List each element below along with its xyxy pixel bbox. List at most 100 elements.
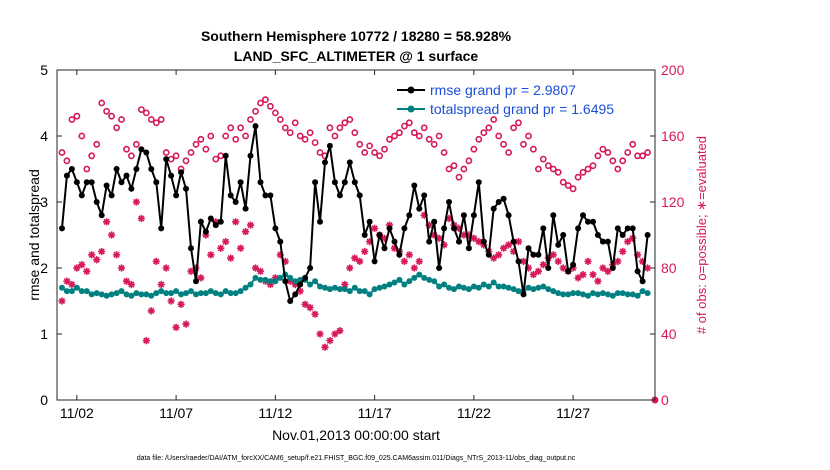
- totalspread-point: [446, 284, 452, 291]
- rmse-point: [346, 159, 353, 166]
- series-evaluated: [58, 198, 659, 404]
- evaluated-point: [237, 244, 245, 252]
- y-axis-label: rmse and totalspread: [26, 169, 42, 301]
- possible-point: [490, 116, 498, 123]
- totalspread-point: [570, 290, 577, 297]
- totalspread-point: [277, 274, 284, 281]
- totalspread-point: [341, 286, 348, 293]
- rmse-point: [416, 205, 423, 212]
- rmse-point: [351, 179, 358, 186]
- rmse-point: [108, 192, 115, 199]
- possible-point: [554, 168, 562, 176]
- evaluated-point: [519, 257, 528, 265]
- evaluated-point: [316, 330, 324, 338]
- possible-point: [207, 132, 215, 140]
- totalspread-point: [197, 290, 204, 297]
- evaluated-point: [232, 218, 240, 226]
- totalspread-point: [634, 292, 641, 299]
- rmse-point: [550, 212, 557, 219]
- rmse-point: [580, 212, 586, 219]
- totalspread-point: [456, 283, 462, 290]
- rmse-point: [594, 232, 601, 238]
- evaluated-point: [137, 214, 145, 223]
- rmse-point: [530, 251, 537, 258]
- evaluated-point: [604, 267, 612, 275]
- possible-point: [192, 140, 200, 148]
- possible-point: [480, 129, 488, 137]
- evaluated-point: [172, 323, 180, 331]
- totalspread-point: [123, 291, 130, 298]
- rmse-point: [585, 218, 591, 225]
- y-right-tick-label: 120: [661, 194, 685, 210]
- x-tick-label: 11/02: [60, 405, 94, 421]
- rmse-point: [326, 142, 333, 149]
- totalspread-point: [460, 284, 467, 291]
- evaluated-point: [638, 257, 647, 265]
- totalspread-point: [267, 278, 274, 285]
- rmse-point: [505, 212, 512, 219]
- evaluated-point: [212, 218, 220, 226]
- rmse-point: [232, 199, 239, 205]
- evaluated-point: [599, 264, 607, 272]
- possible-point: [212, 155, 220, 163]
- totalspread-point: [535, 284, 542, 291]
- possible-point: [405, 119, 413, 127]
- possible-point: [73, 112, 81, 120]
- totalspread-point: [326, 286, 333, 293]
- rmse-point: [247, 152, 254, 159]
- totalspread-point: [426, 276, 433, 283]
- y-right-tick-label: 160: [661, 128, 685, 144]
- possible-point: [445, 165, 453, 173]
- rmse-point: [629, 225, 636, 232]
- evaluated-point: [291, 280, 299, 289]
- totalspread-point: [480, 281, 487, 288]
- totalspread-point: [336, 286, 343, 293]
- possible-point: [63, 157, 71, 165]
- totalspread-point: [465, 286, 472, 293]
- rmse-point: [63, 172, 70, 179]
- rmse-point: [113, 166, 120, 172]
- evaluated-point: [380, 234, 389, 242]
- plot-frame: [56, 69, 656, 401]
- totalspread-point: [545, 286, 552, 293]
- rmse-point: [446, 199, 452, 205]
- x-tick-label: 11/22: [457, 405, 491, 421]
- evaluated-point: [142, 337, 150, 345]
- possible-point: [316, 149, 324, 156]
- totalspread-point: [257, 276, 264, 283]
- totalspread-point: [227, 290, 234, 297]
- y-tick-label: 3: [40, 194, 48, 210]
- totalspread-point: [143, 291, 150, 298]
- possible-point: [227, 124, 235, 132]
- y-right-tick-label: 0: [661, 392, 669, 408]
- possible-point: [326, 124, 334, 132]
- rmse-point: [520, 291, 527, 298]
- evaluated-point: [271, 274, 279, 282]
- rmse-point: [312, 179, 319, 186]
- totalspread-point: [436, 283, 443, 290]
- possible-point: [629, 140, 637, 148]
- possible-point: [395, 129, 403, 137]
- totalspread-point: [346, 288, 353, 295]
- evaluated-point: [589, 271, 597, 279]
- totalspread-point: [98, 291, 105, 298]
- evaluated-point: [371, 224, 379, 232]
- evaluated-point: [569, 264, 577, 272]
- possible-point: [539, 155, 547, 163]
- possible-point: [301, 135, 309, 143]
- possible-point: [123, 145, 130, 153]
- rmse-point: [361, 232, 368, 238]
- evaluated-point: [415, 257, 423, 265]
- possible-point: [559, 178, 567, 186]
- evaluated-point: [346, 264, 354, 272]
- totalspread-point: [173, 288, 180, 295]
- totalspread-point: [108, 291, 115, 298]
- evaluated-point: [306, 304, 314, 312]
- evaluated-point: [440, 241, 448, 249]
- rmse-point: [287, 298, 294, 304]
- possible-point: [78, 132, 86, 140]
- rmse-point: [634, 268, 641, 275]
- rmse-point: [173, 192, 180, 199]
- possible-point: [197, 135, 205, 143]
